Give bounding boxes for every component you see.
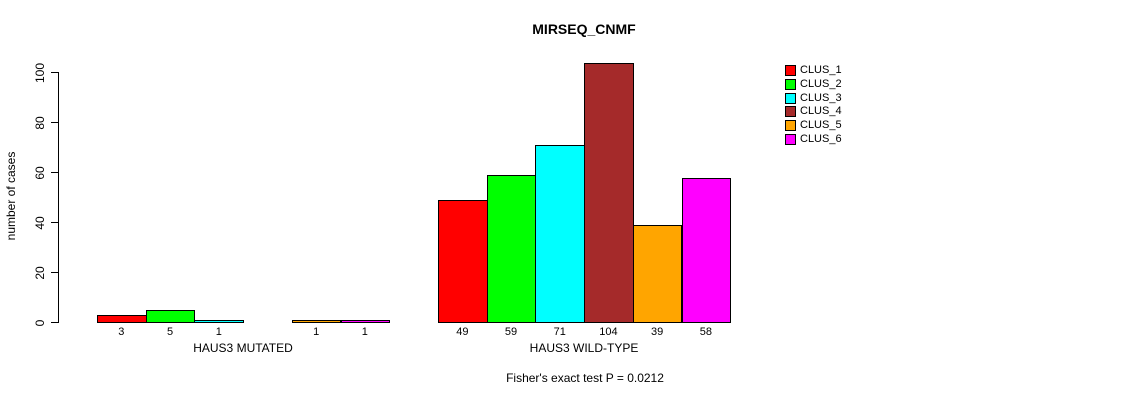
y-tick-label: 100 [33, 62, 47, 83]
y-tick [51, 272, 58, 273]
legend-item-clus_2: CLUS_2 [785, 78, 842, 92]
legend: CLUS_1 CLUS_2 CLUS_3 CLUS_4 CLUS_5 CLUS_6 [785, 64, 842, 146]
legend-swatch [785, 92, 796, 104]
footnote-fisher-test: Fisher's exact test P = 0.0212 [506, 371, 664, 385]
y-tick [51, 222, 58, 223]
bar-value-label: 104 [599, 326, 618, 338]
bar-clus_1 [97, 315, 147, 323]
chart-title: MIRSEQ_CNMF [532, 21, 636, 37]
group-label-mutated: HAUS3 MUTATED [193, 341, 293, 355]
bar-value-label: 3 [118, 326, 125, 338]
bar-clus_3 [535, 145, 586, 323]
y-tick [51, 122, 58, 123]
legend-item-clus_4: CLUS_4 [785, 105, 842, 119]
bar-value-label: 59 [504, 326, 518, 338]
legend-label: CLUS_5 [800, 119, 842, 132]
bar-clus_1 [438, 200, 488, 323]
legend-item-clus_1: CLUS_1 [785, 64, 842, 78]
bar-clus_6 [681, 177, 732, 323]
legend-swatch [785, 106, 796, 118]
legend-swatch [785, 65, 796, 77]
legend-swatch [785, 79, 796, 91]
group-label-wildtype: HAUS3 WILD-TYPE [529, 341, 639, 355]
legend-label: CLUS_6 [800, 132, 842, 145]
bar-clus_4 [584, 62, 634, 323]
bar-value-label: 5 [166, 326, 174, 338]
y-tick-label: 0 [33, 319, 47, 326]
legend-swatch [785, 120, 796, 132]
bar-value-label: 49 [456, 326, 469, 338]
legend-item-clus_6: CLUS_6 [785, 132, 842, 146]
legend-swatch [785, 133, 796, 145]
bar-value-label: 1 [361, 326, 368, 338]
y-axis-label: number of cases [4, 151, 18, 241]
legend-item-clus_3: CLUS_3 [785, 91, 842, 105]
y-axis-line [58, 72, 59, 323]
bar-clus_2 [145, 310, 196, 323]
bar-clus_6 [340, 320, 391, 323]
legend-item-clus_5: CLUS_5 [785, 119, 842, 133]
bar-value-label: 1 [313, 326, 320, 338]
bar-value-label: 71 [553, 326, 566, 338]
y-tick-label: 60 [33, 165, 47, 180]
legend-label: CLUS_4 [800, 105, 842, 118]
bar-clus_3 [194, 320, 245, 323]
y-tick [51, 72, 58, 73]
y-tick-label: 20 [33, 265, 47, 280]
y-tick [51, 322, 58, 323]
bar-value-label: 39 [651, 326, 664, 338]
bar-value-label: 1 [215, 326, 222, 338]
y-tick-label: 40 [33, 215, 47, 230]
y-tick-label: 80 [33, 115, 47, 130]
y-tick [51, 172, 58, 173]
legend-label: CLUS_2 [800, 78, 842, 91]
bar-clus_5 [632, 225, 683, 323]
legend-label: CLUS_1 [800, 64, 842, 77]
bar-value-label: 58 [699, 326, 712, 338]
bar-clus_5 [291, 320, 342, 323]
legend-label: CLUS_3 [800, 91, 842, 104]
bar-clus_2 [486, 175, 537, 323]
